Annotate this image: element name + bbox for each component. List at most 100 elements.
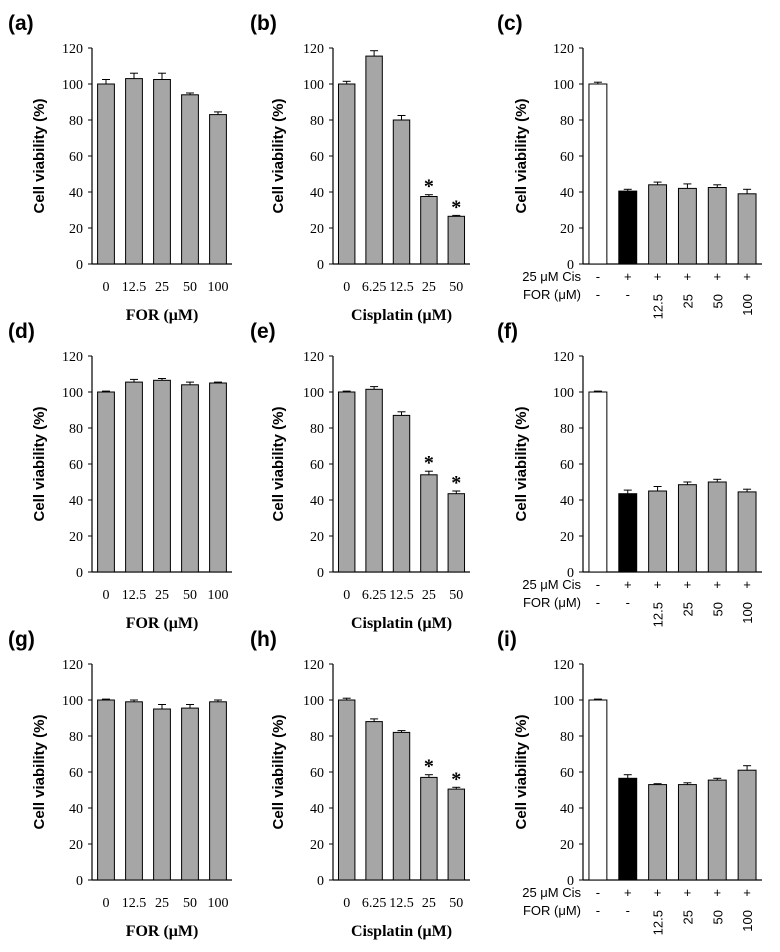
treatment-mark: 12.5	[651, 910, 666, 935]
bar	[125, 381, 143, 573]
y-tick-label: 100	[62, 694, 83, 709]
significance-star: *	[451, 472, 461, 494]
y-tick-label: 80	[560, 730, 574, 745]
x-axis-label: Cisplatin (μM)	[351, 615, 452, 632]
treatment-row-label: FOR (μM)	[523, 595, 581, 610]
treatment-mark: +	[743, 269, 751, 284]
bar	[677, 187, 697, 265]
treatment-mark: 50	[710, 602, 725, 616]
y-tick-label: 80	[310, 730, 324, 745]
treatment-mark: 100	[740, 602, 755, 624]
bar	[181, 707, 199, 881]
x-tick-label: 0	[103, 588, 110, 603]
treatment-mark: +	[713, 269, 721, 284]
x-tick-label: 6.25	[362, 280, 387, 295]
y-tick-label: 20	[69, 530, 83, 545]
treatment-mark: +	[624, 269, 632, 284]
treatment-mark: +	[624, 577, 632, 592]
bar	[181, 94, 199, 265]
x-tick-label: 0	[343, 280, 350, 295]
panel-label: (h)	[250, 628, 277, 651]
chart-panel-b: (b) 0 20 40 60 80 100 120 Cell viability (%) 0 6.2…	[250, 12, 470, 324]
y-tick-label: 20	[310, 530, 324, 545]
bar	[447, 788, 466, 881]
y-tick-label: 40	[560, 494, 574, 509]
y-tick-label: 80	[310, 422, 324, 437]
bar	[618, 777, 638, 881]
bar	[97, 391, 115, 573]
y-axis-label: Cell viability (%)	[513, 406, 530, 521]
y-tick-label: 100	[62, 78, 83, 93]
bar	[447, 215, 466, 265]
x-tick-label: 50	[183, 280, 197, 295]
treatment-mark: 25	[680, 910, 695, 924]
bar	[365, 55, 383, 265]
treatment-mark: -	[596, 287, 600, 302]
x-tick-label: 6.25	[362, 588, 387, 603]
bar	[420, 196, 438, 265]
y-tick-label: 80	[69, 422, 83, 437]
y-tick-label: 40	[560, 186, 574, 201]
y-tick-label: 20	[560, 838, 574, 853]
treatment-mark: -	[596, 903, 600, 918]
y-tick-label: 60	[560, 150, 574, 165]
x-tick-label: 6.25	[362, 896, 387, 911]
bar	[737, 193, 757, 265]
significance-star: *	[424, 756, 434, 778]
treatment-mark: +	[684, 885, 692, 900]
y-tick-label: 20	[310, 838, 324, 853]
y-tick-label: 0	[317, 874, 324, 889]
treatment-row-label: FOR (μM)	[523, 903, 581, 918]
bar	[420, 776, 438, 881]
x-tick-label: 25	[422, 588, 436, 603]
x-tick-label: 12.5	[122, 896, 147, 911]
bar	[588, 83, 608, 265]
treatment-row-label: 25 μM Cis	[522, 269, 581, 284]
y-tick-label: 80	[560, 422, 574, 437]
x-tick-label: 12.5	[122, 588, 147, 603]
y-tick-label: 120	[62, 658, 83, 673]
y-tick-label: 120	[62, 350, 83, 365]
y-tick-label: 60	[69, 766, 83, 781]
y-tick-label: 60	[560, 458, 574, 473]
panel-label: (e)	[250, 320, 276, 343]
treatment-mark: 25	[680, 602, 695, 616]
bar	[97, 699, 115, 881]
panel-label: (c)	[497, 12, 523, 35]
chart-panel-a: (a) 0 20 40 60 80 100 120 Cell viability (%) 0 12.…	[8, 12, 232, 324]
y-tick-label: 120	[303, 42, 324, 57]
significance-star: *	[424, 452, 434, 474]
x-axis-label: Cisplatin (μM)	[351, 923, 452, 940]
y-tick-label: 60	[560, 766, 574, 781]
bar	[447, 493, 466, 573]
bar	[648, 784, 668, 881]
x-tick-label: 12.5	[389, 280, 414, 295]
chart-panel-c: (c) 0 20 40 60 80 100 120 Cell viability (%) 25 μ…	[497, 12, 762, 319]
treatment-mark: +	[654, 269, 662, 284]
panel-label: (g)	[8, 628, 35, 651]
y-tick-label: 120	[303, 658, 324, 673]
x-tick-label: 12.5	[389, 588, 414, 603]
y-tick-label: 0	[567, 874, 574, 889]
treatment-mark: -	[626, 595, 630, 610]
panel-label: (b)	[250, 12, 277, 35]
treatment-mark: +	[654, 885, 662, 900]
y-tick-label: 0	[317, 566, 324, 581]
treatment-row-label: FOR (μM)	[523, 287, 581, 302]
treatment-mark: 12.5	[651, 602, 666, 627]
bar	[618, 493, 638, 573]
bar	[677, 484, 697, 573]
y-tick-label: 80	[560, 114, 574, 129]
y-tick-label: 40	[310, 802, 324, 817]
bar	[125, 78, 143, 265]
y-tick-label: 100	[62, 386, 83, 401]
bar	[337, 699, 356, 881]
y-axis-label: Cell viability (%)	[270, 98, 287, 213]
panel-label: (a)	[8, 12, 34, 35]
x-tick-label: 25	[422, 896, 436, 911]
x-axis-label: Cisplatin (μM)	[351, 307, 452, 324]
panel-label: (d)	[8, 320, 35, 343]
y-tick-label: 120	[553, 658, 574, 673]
y-tick-label: 20	[310, 222, 324, 237]
bar	[707, 481, 727, 573]
